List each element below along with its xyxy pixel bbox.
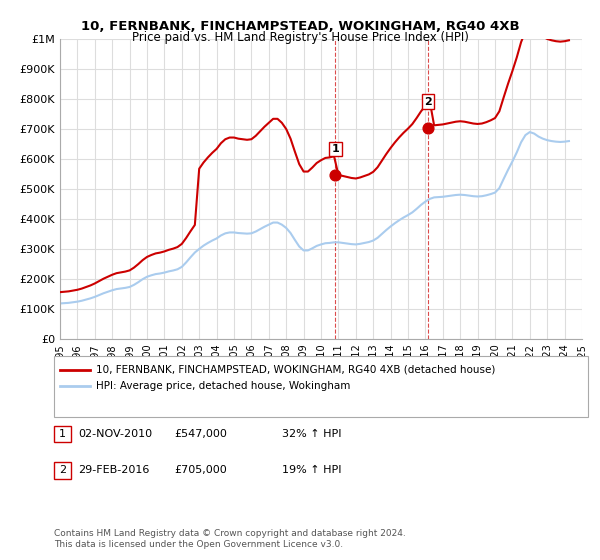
Text: Contains HM Land Registry data © Crown copyright and database right 2024.
This d: Contains HM Land Registry data © Crown c… bbox=[54, 529, 406, 549]
Text: HPI: Average price, detached house, Wokingham: HPI: Average price, detached house, Woki… bbox=[96, 381, 350, 391]
Text: 1: 1 bbox=[59, 429, 66, 439]
Text: £705,000: £705,000 bbox=[174, 465, 227, 475]
Text: 29-FEB-2016: 29-FEB-2016 bbox=[78, 465, 149, 475]
Text: 10, FERNBANK, FINCHAMPSTEAD, WOKINGHAM, RG40 4XB: 10, FERNBANK, FINCHAMPSTEAD, WOKINGHAM, … bbox=[80, 20, 520, 32]
Point bbox=[424, 123, 433, 132]
Text: Price paid vs. HM Land Registry's House Price Index (HPI): Price paid vs. HM Land Registry's House … bbox=[131, 31, 469, 44]
Text: 02-NOV-2010: 02-NOV-2010 bbox=[78, 429, 152, 439]
Text: 2: 2 bbox=[59, 465, 66, 475]
Text: 32% ↑ HPI: 32% ↑ HPI bbox=[282, 429, 341, 439]
Text: 2: 2 bbox=[424, 97, 432, 106]
Text: £547,000: £547,000 bbox=[174, 429, 227, 439]
Text: 19% ↑ HPI: 19% ↑ HPI bbox=[282, 465, 341, 475]
Point bbox=[331, 170, 340, 179]
Text: 1: 1 bbox=[332, 144, 340, 154]
Text: 10, FERNBANK, FINCHAMPSTEAD, WOKINGHAM, RG40 4XB (detached house): 10, FERNBANK, FINCHAMPSTEAD, WOKINGHAM, … bbox=[96, 365, 496, 375]
